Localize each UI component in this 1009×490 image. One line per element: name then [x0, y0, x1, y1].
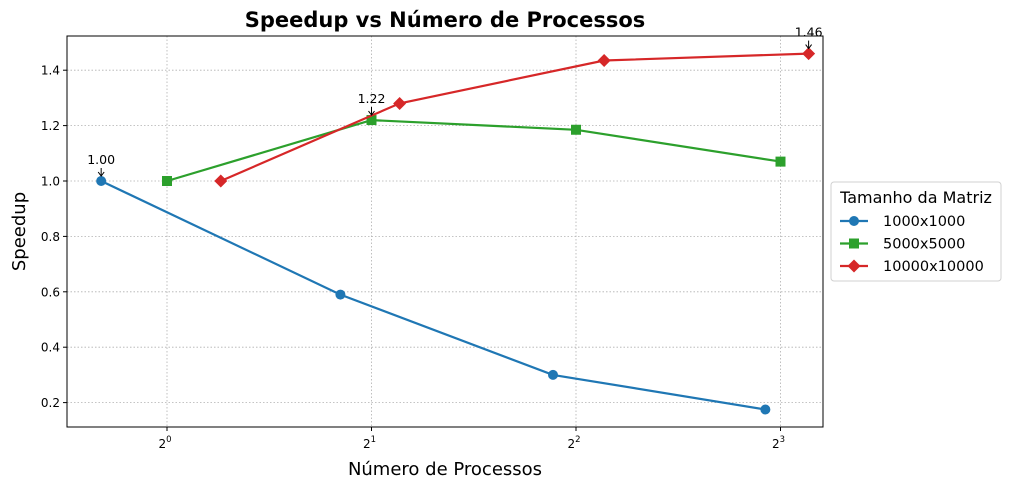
legend-label: 10000x10000	[883, 259, 984, 275]
series-line	[100, 180, 766, 411]
annotation: 1.22	[358, 91, 386, 116]
legend-label: 5000x5000	[883, 237, 965, 253]
x-tick-label: 20	[158, 435, 171, 451]
legend-marker	[847, 259, 861, 273]
legend-label: 1000x1000	[883, 214, 965, 230]
legend-entry: 1000x1000	[840, 214, 965, 230]
annotation: 1.46	[795, 25, 823, 50]
legend: Tamanho da Matriz 1000x1000 5000x5000 1000…	[830, 181, 1002, 282]
legend-marker	[849, 238, 859, 249]
y-tick-label: 1.2	[41, 119, 60, 133]
data-point	[335, 289, 346, 300]
legend-entry: 5000x5000	[840, 237, 965, 253]
y-axis-label: Speedup	[9, 192, 30, 271]
x-axis-label: Número de Processos	[348, 459, 542, 480]
data-point	[760, 404, 771, 415]
data-point	[96, 176, 107, 186]
annotation-arrowhead	[805, 44, 813, 50]
data-point	[571, 124, 581, 135]
series-10000x10000	[214, 47, 816, 188]
axes: 0.2 0.4 0.6 0.8 1.0 1.2 1.4 20 21 22 23	[41, 35, 824, 451]
y-tick-label: 0.4	[41, 341, 60, 355]
annotation-arrowhead	[368, 110, 375, 116]
annotation: 1.00	[87, 152, 115, 177]
y-tick-label: 1.0	[41, 175, 60, 189]
legend-title: Tamanho da Matriz	[839, 188, 992, 207]
legend-marker	[849, 216, 859, 226]
plot-frame	[66, 35, 824, 428]
data-point	[775, 156, 786, 167]
annotation-arrowhead	[97, 171, 105, 177]
series-1000x1000	[96, 176, 771, 415]
y-tick-label: 1.4	[41, 64, 60, 78]
annotation-label: 1.22	[358, 91, 386, 106]
series-5000x5000	[162, 115, 786, 186]
series-line	[166, 118, 781, 183]
y-tick-label: 0.8	[41, 230, 60, 244]
y-tick-label: 0.2	[41, 396, 60, 410]
y-tick-label: 0.6	[41, 285, 60, 299]
data-point	[214, 174, 228, 188]
annotation-label: 1.00	[87, 152, 115, 167]
x-tick-label: 22	[567, 435, 580, 451]
series-line	[220, 52, 809, 183]
data-point	[393, 96, 407, 110]
data-point	[547, 369, 558, 380]
data-point	[366, 115, 377, 126]
annotation-label: 1.46	[795, 25, 823, 40]
x-tick-label: 21	[363, 435, 376, 451]
chart-title: Speedup vs Número de Processos	[245, 8, 646, 32]
grid-lines	[67, 36, 823, 427]
legend-entry: 10000x10000	[840, 259, 984, 275]
annotations: 1.00 1.22 1.46	[87, 25, 823, 177]
data-point	[162, 176, 172, 186]
series-layer	[96, 47, 816, 415]
x-tick-label: 23	[772, 435, 785, 451]
data-point	[802, 47, 816, 61]
data-point	[597, 54, 611, 68]
legend-box	[830, 181, 1002, 282]
